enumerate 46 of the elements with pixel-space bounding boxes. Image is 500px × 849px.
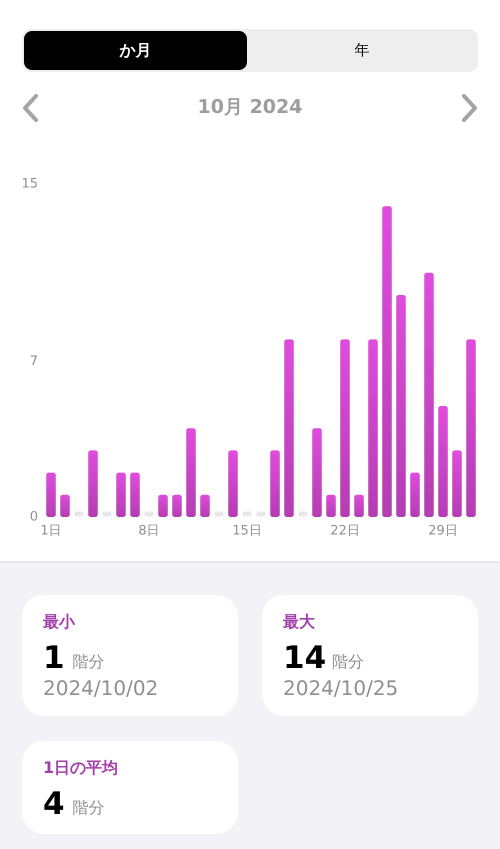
text: 最小 (42, 612, 76, 631)
text: 1日の平均 (43, 758, 118, 777)
x-tick-label: 29日 (428, 524, 458, 539)
bar (186, 428, 196, 517)
bar (60, 494, 70, 517)
bar (340, 339, 350, 517)
bar (382, 206, 392, 517)
bar (326, 494, 336, 517)
text: 2024/10/02 (43, 676, 158, 700)
bar (396, 295, 406, 517)
bar (284, 339, 294, 517)
bar (172, 494, 182, 517)
text: 階分 (72, 652, 104, 671)
text: 年 (354, 41, 370, 60)
y-tick-label: 7 (30, 354, 38, 370)
text: 2024/10/25 (283, 676, 398, 700)
bar (312, 428, 322, 517)
x-tick-label: 15日 (232, 524, 262, 539)
text: 最大 (282, 612, 316, 631)
text: 階分 (72, 798, 104, 817)
bar (200, 494, 210, 517)
bar (228, 450, 238, 517)
text: か月 (118, 40, 152, 60)
bar (354, 494, 364, 517)
chart-title: 10月 2024 (198, 96, 302, 118)
text: 14 (283, 640, 326, 676)
bar (424, 272, 434, 517)
bar (116, 472, 126, 517)
bar (438, 406, 448, 517)
bar (88, 450, 98, 517)
bar (466, 339, 476, 517)
text: 階分 (332, 652, 364, 671)
y-tick-label: 0 (30, 510, 38, 525)
bar (410, 472, 420, 517)
bar (368, 339, 378, 517)
text: 1 (43, 640, 65, 676)
x-tick-label: 8日 (138, 524, 160, 539)
y-tick-label: 15 (21, 176, 38, 192)
bar (158, 494, 168, 517)
text: 4 (43, 786, 65, 822)
x-tick-label: 22日 (330, 524, 360, 539)
bar (130, 472, 140, 517)
bar (46, 472, 56, 517)
x-tick-label: 1日 (40, 524, 62, 539)
bar (452, 450, 462, 517)
bar (270, 450, 280, 517)
